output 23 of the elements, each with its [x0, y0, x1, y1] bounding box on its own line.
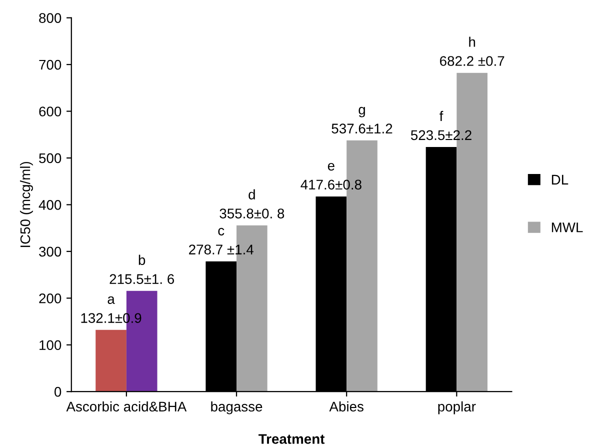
y-tick-label: 100	[40, 340, 62, 350]
x-tick-label: bagasse	[211, 401, 262, 414]
x-tick-label: Ascorbic acid&BHA	[66, 401, 187, 412]
data-label: e 417.6±0.8	[300, 162, 362, 190]
x-tick-label: Abies	[329, 401, 364, 412]
y-tick-label: 500	[39, 153, 62, 164]
data-label: g 537.6±1.2	[332, 106, 392, 134]
x-axis-title: Treatment	[258, 434, 325, 444]
y-tick-label: 400	[38, 200, 62, 210]
data-label: h 682.2 ±0.7	[440, 36, 504, 66]
y-tick-label: 800	[39, 13, 62, 23]
legend-label: DL	[552, 174, 568, 184]
y-tick-label: 200	[39, 293, 62, 304]
bar	[96, 330, 126, 392]
y-tick-label: 600	[39, 106, 62, 116]
data-label: f 523.5±2.2	[410, 110, 472, 140]
y-axis-title: IC50 (mcg/ml)	[20, 162, 33, 248]
y-tick-label: 700	[39, 60, 62, 70]
legend-label: MWL	[552, 222, 583, 232]
y-tick-label: 0	[54, 386, 62, 397]
y-tick-label: 300	[39, 246, 62, 257]
x-tick-label: poplar	[438, 401, 476, 414]
data-label: c 278.7 ±1.4	[189, 228, 254, 254]
